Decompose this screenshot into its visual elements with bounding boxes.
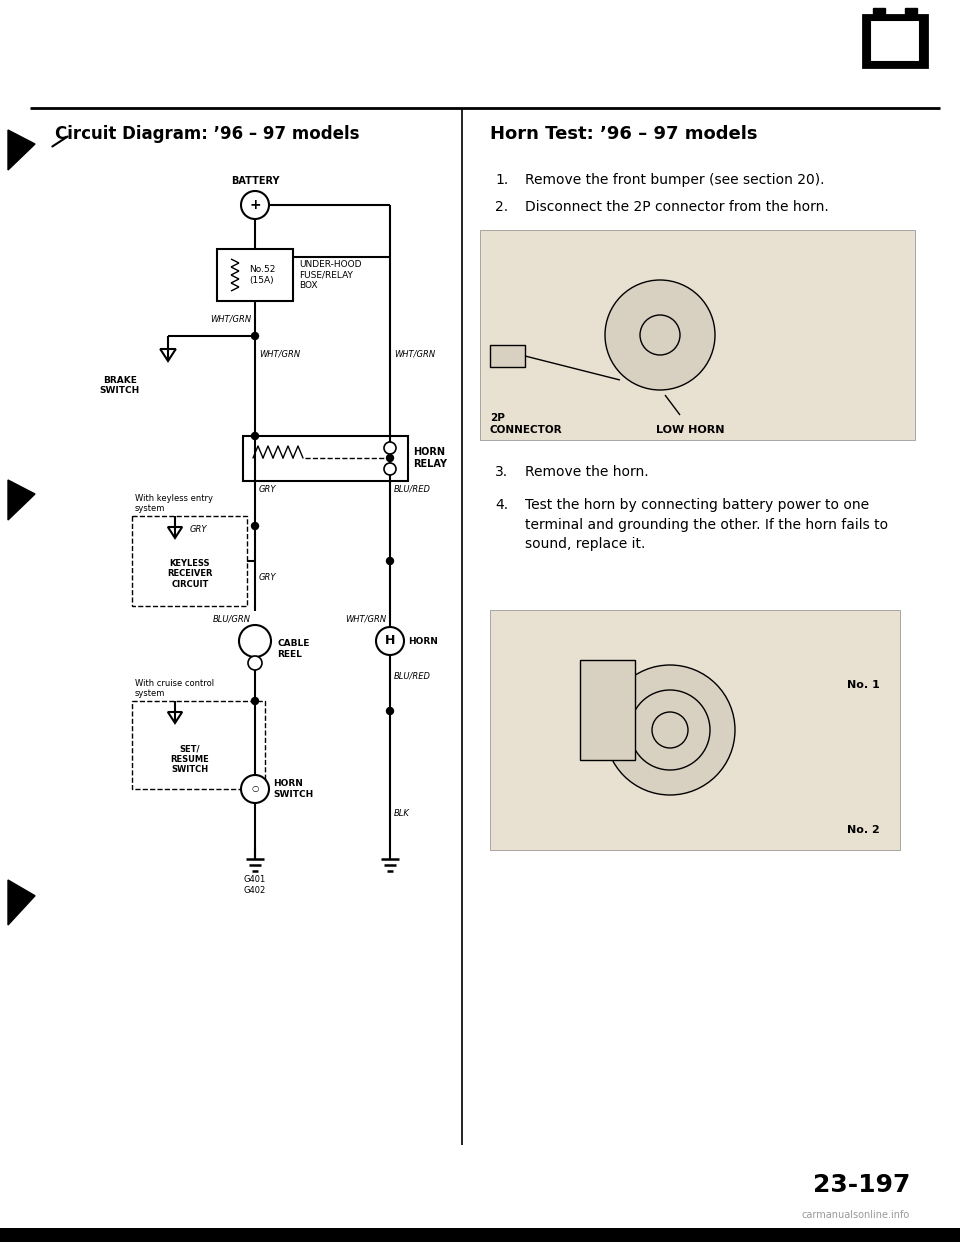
Bar [243,436,408,481]
Circle shape [387,558,394,565]
Circle shape [252,333,258,339]
Bar [490,610,900,850]
Text: 4.: 4. [495,498,508,512]
Text: GRY: GRY [259,574,276,582]
Bar [863,15,927,67]
Circle shape [652,712,688,748]
Bar [0,1228,960,1242]
Circle shape [387,455,394,462]
Text: LOW HORN: LOW HORN [656,425,724,435]
Text: BLU/GRN: BLU/GRN [213,615,251,623]
Text: H: H [385,635,396,647]
Text: Remove the front bumper (see section 20).: Remove the front bumper (see section 20)… [525,173,825,188]
Text: No.52
(15A): No.52 (15A) [249,266,276,284]
Text: 3.: 3. [495,465,508,479]
Text: BRAKE
SWITCH: BRAKE SWITCH [100,376,140,395]
Text: 2P
CONNECTOR: 2P CONNECTOR [490,414,563,435]
Text: HORN
SWITCH: HORN SWITCH [273,779,313,799]
Polygon shape [8,479,35,520]
Text: WHT/GRN: WHT/GRN [394,349,435,359]
Circle shape [252,432,258,440]
Bar [490,345,525,366]
Bar [132,515,247,606]
Text: HORN: HORN [408,636,438,646]
Circle shape [384,463,396,474]
Text: carmanualsonline.info: carmanualsonline.info [802,1210,910,1220]
Text: WHT/GRN: WHT/GRN [345,615,386,623]
Text: 1.: 1. [495,173,508,188]
Text: UNDER-HOOD
FUSE/RELAY
BOX: UNDER-HOOD FUSE/RELAY BOX [299,260,362,289]
Text: BLU/RED: BLU/RED [394,672,431,681]
Circle shape [630,691,710,770]
Text: 2.: 2. [495,200,508,214]
Text: No. 1: No. 1 [848,681,880,691]
Circle shape [252,523,258,529]
Bar [480,230,915,440]
Text: CABLE
REEL: CABLE REEL [277,640,309,658]
Bar [905,7,917,16]
Text: HORN
RELAY: HORN RELAY [413,447,447,468]
Text: GRY: GRY [190,525,207,534]
Text: KEYLESS
RECEIVER
CIRCUIT: KEYLESS RECEIVER CIRCUIT [167,559,213,589]
Text: With keyless entry
system: With keyless entry system [135,493,213,513]
Text: BATTERY: BATTERY [230,176,279,186]
Text: BLK: BLK [394,810,410,818]
Circle shape [241,191,269,219]
Text: WHT/GRN: WHT/GRN [210,314,251,323]
Circle shape [605,279,715,390]
Circle shape [605,664,735,795]
Circle shape [239,625,271,657]
Text: G401
G402: G401 G402 [244,876,266,894]
Circle shape [248,656,262,669]
Bar [873,7,885,16]
Circle shape [384,442,396,455]
Circle shape [387,708,394,714]
Circle shape [376,627,404,655]
Bar [870,20,920,62]
Text: WHT/GRN: WHT/GRN [259,349,300,359]
Text: 23-197: 23-197 [812,1172,910,1197]
Text: Remove the horn.: Remove the horn. [525,465,649,479]
Bar [217,248,293,301]
Text: ○: ○ [252,785,258,794]
Text: Circuit Diagram: ’96 – 97 models: Circuit Diagram: ’96 – 97 models [55,125,359,143]
Text: No. 2: No. 2 [848,825,880,835]
Bar [132,700,265,789]
Text: −: − [872,32,886,50]
Text: GRY: GRY [259,484,276,493]
Circle shape [252,698,258,704]
Circle shape [241,775,269,804]
Polygon shape [8,881,35,925]
Text: SET/
RESUME
SWITCH: SET/ RESUME SWITCH [171,744,209,774]
Text: Horn Test: ’96 – 97 models: Horn Test: ’96 – 97 models [490,125,757,143]
Circle shape [640,315,680,355]
Text: BLU/RED: BLU/RED [394,484,431,493]
Text: +: + [904,32,918,50]
Text: With cruise control
system: With cruise control system [135,678,214,698]
Bar [580,660,635,760]
Text: Test the horn by connecting battery power to one
terminal and grounding the othe: Test the horn by connecting battery powe… [525,498,888,551]
Polygon shape [8,130,35,170]
Text: Disconnect the 2P connector from the horn.: Disconnect the 2P connector from the hor… [525,200,828,214]
Text: +: + [250,197,261,212]
